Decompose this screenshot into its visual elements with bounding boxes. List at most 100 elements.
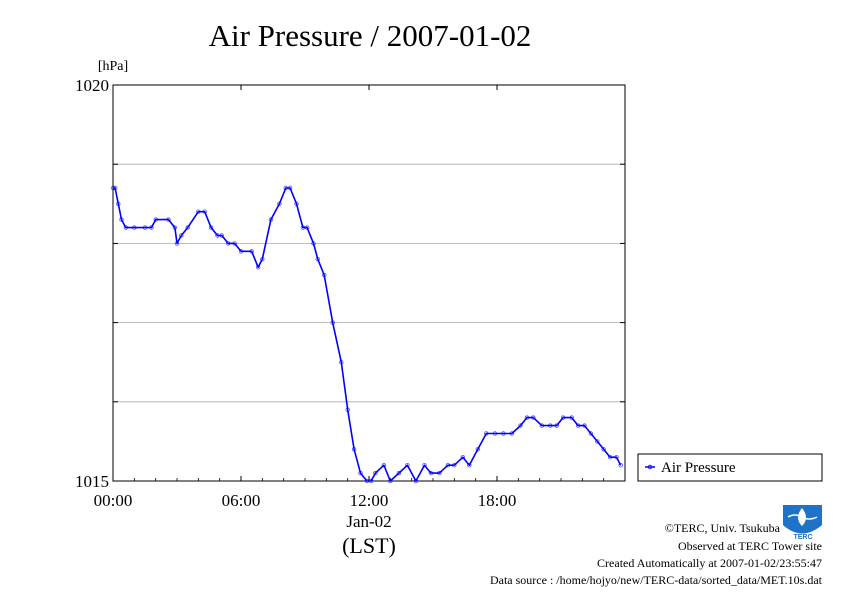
x-tick-label: 12:00 [350,491,389,510]
data-point [315,257,320,262]
data-point [179,233,184,238]
x-tick-label: 00:00 [94,491,133,510]
footer-created: Created Automatically at 2007-01-02/23:5… [597,556,822,570]
logo-text: TERC [793,534,812,541]
chart-title: Air Pressure / 2007-01-02 [209,18,532,53]
data-point [518,423,523,428]
data-point [225,241,231,246]
data-point [405,463,410,468]
data-point [539,423,544,428]
data-point [255,265,261,270]
data-point [475,447,480,452]
data-point [249,249,254,254]
footer-source: Data source : /home/hojyo/new/TERC-data/… [490,573,823,587]
data-point [322,272,327,278]
data-point [437,470,442,476]
x-axis: 00:00 06:00 12:00 18:00 [94,85,605,510]
data-point [368,478,374,484]
data-point [238,249,244,254]
data-point [396,470,402,476]
series-line [113,187,622,482]
data-point [467,463,472,468]
y-unit-label: [hPa] [98,59,128,74]
data-point [607,455,613,460]
data-point [185,225,190,230]
x-axis-label: (LST) [342,533,396,558]
data-point [123,225,128,230]
y-tick-label: 1020 [75,76,109,95]
plot-frame [112,84,626,482]
data-point [373,470,378,476]
data-point [560,415,566,420]
data-point [196,209,201,214]
data-point [215,233,220,238]
data-point [166,217,171,222]
data-point [260,257,265,262]
y-tick-label: 1015 [75,472,109,491]
data-point [524,415,530,420]
data-point [110,185,116,191]
data-point [268,217,274,222]
data-point [294,201,299,206]
data-point [445,463,451,468]
data-point [345,407,350,412]
data-point [582,423,587,428]
data-point [232,241,237,246]
data-point [575,423,581,428]
data-point [339,360,344,365]
footer-site: Observed at TERC Tower site [678,539,822,553]
data-point [116,201,121,206]
data-point [364,478,370,484]
data-point [351,447,357,452]
data-point [554,423,559,428]
data-point [413,478,419,484]
data-point [219,233,224,238]
data-point [531,415,536,420]
legend-marker [647,464,653,470]
data-point [358,470,363,476]
data-point [172,225,178,230]
logo-wave [787,514,818,520]
data-point [208,225,214,230]
x-tick-label: 18:00 [478,491,517,510]
legend-box [637,453,823,482]
data-point [614,455,619,460]
data-point [112,185,118,191]
data-point [422,463,427,468]
data-point [330,320,335,325]
data-point [119,217,124,222]
y-axis: 1015 1020 [75,76,625,491]
x-date-label: Jan-02 [346,512,391,531]
data-point [300,225,306,230]
data-point [304,225,310,230]
footer-copyright: ©TERC, Univ. Tsukuba [665,521,781,535]
data-point [601,447,606,452]
data-point [277,201,282,206]
data-point [501,431,506,436]
data-point [311,241,316,246]
data-point [153,217,158,222]
data-point [548,423,553,428]
data-point [202,209,207,214]
terc-logo: TERC [783,505,822,541]
data-point [142,225,148,230]
data-point [428,470,434,476]
series-air-pressure [110,185,623,484]
data-point [588,431,594,436]
legend: Air Pressure [637,453,823,482]
data-point [283,185,288,191]
data-point [381,463,387,468]
data-point [595,439,600,444]
data-point [484,431,489,436]
data-point [509,431,515,436]
x-tick-label: 06:00 [222,491,261,510]
legend-label: Air Pressure [661,460,736,476]
data-point [149,225,154,230]
data-point [388,478,393,484]
data-point [460,455,466,460]
data-point [287,185,293,191]
data-point [569,415,574,420]
data-point [492,431,498,436]
data-point [132,225,137,230]
